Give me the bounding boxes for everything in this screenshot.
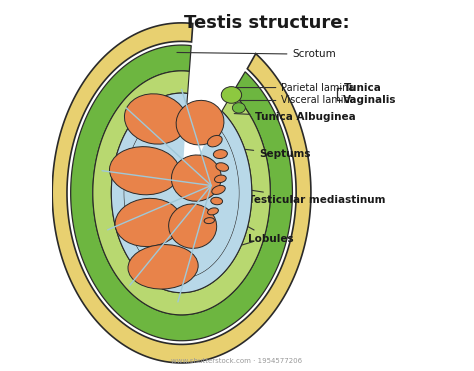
Ellipse shape (169, 204, 217, 248)
Ellipse shape (172, 155, 221, 201)
Ellipse shape (176, 101, 224, 145)
Ellipse shape (125, 94, 187, 144)
Ellipse shape (221, 87, 242, 103)
Text: www.shutterstock.com · 1954577206: www.shutterstock.com · 1954577206 (172, 358, 302, 364)
Text: Septums: Septums (210, 145, 310, 159)
Ellipse shape (128, 244, 198, 289)
Ellipse shape (204, 218, 214, 224)
Text: Testicular mediastinum: Testicular mediastinum (223, 186, 385, 205)
Polygon shape (111, 93, 252, 293)
Text: Visceral lamina: Visceral lamina (234, 95, 356, 105)
Ellipse shape (115, 198, 182, 247)
Polygon shape (93, 71, 270, 315)
Ellipse shape (208, 208, 219, 215)
Polygon shape (52, 23, 311, 363)
Ellipse shape (211, 197, 223, 205)
Text: Scrotum: Scrotum (177, 49, 336, 59)
Ellipse shape (109, 147, 180, 195)
Ellipse shape (213, 150, 228, 158)
Ellipse shape (212, 186, 225, 194)
Polygon shape (71, 45, 292, 341)
Text: Tunica
Vaginalis: Tunica Vaginalis (344, 83, 397, 105)
Text: Parietal lamina: Parietal lamina (236, 83, 355, 92)
Text: Lobules: Lobules (147, 172, 294, 244)
Ellipse shape (232, 103, 246, 113)
Text: Tunica Albuginea: Tunica Albuginea (234, 112, 356, 122)
Ellipse shape (216, 163, 228, 171)
Ellipse shape (208, 135, 222, 147)
Ellipse shape (215, 175, 226, 183)
Text: Testis structure:: Testis structure: (184, 14, 349, 32)
Polygon shape (124, 108, 239, 278)
